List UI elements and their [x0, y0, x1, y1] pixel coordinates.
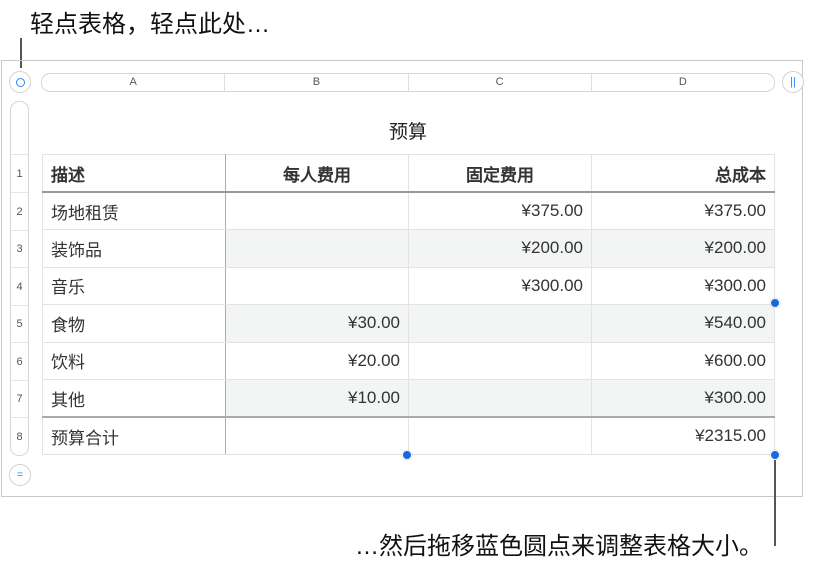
callout-line-top	[20, 38, 22, 68]
table-row: 音乐 ¥300.00 ¥300.00	[42, 266, 775, 305]
cell[interactable]: 预算合计	[42, 416, 226, 455]
column-header-a[interactable]: A	[42, 74, 226, 91]
add-row-handle[interactable]: =	[9, 464, 31, 486]
table-canvas	[1, 60, 803, 497]
cell[interactable]: ¥375.00	[408, 191, 592, 230]
cell[interactable]: 饮料	[42, 341, 226, 380]
callout-line-bottom	[774, 460, 776, 546]
cell[interactable]	[408, 416, 592, 455]
header-cell[interactable]: 总成本	[591, 154, 775, 193]
cell[interactable]: ¥300.00	[591, 266, 775, 305]
column-header-bar[interactable]: A B C D	[41, 73, 775, 92]
row-header-6[interactable]: 6	[11, 342, 28, 380]
callout-top: 轻点表格，轻点此处…	[30, 11, 270, 38]
cell[interactable]: 装饰品	[42, 229, 226, 268]
cell[interactable]	[225, 229, 409, 268]
cell[interactable]	[225, 266, 409, 305]
pause-bars-icon: ||	[790, 76, 796, 88]
callout-bottom: …然后拖移蓝色圆点来调整表格大小。	[355, 533, 763, 560]
cell[interactable]: ¥200.00	[408, 229, 592, 268]
cell[interactable]	[408, 304, 592, 343]
table-row: 饮料 ¥20.00 ¥600.00	[42, 341, 775, 380]
cell[interactable]: ¥300.00	[408, 266, 592, 305]
cell[interactable]	[408, 379, 592, 418]
resize-table-handle[interactable]	[770, 450, 780, 460]
column-header-c[interactable]: C	[409, 74, 592, 91]
header-cell[interactable]: 描述	[42, 154, 226, 193]
cell[interactable]: 场地租赁	[42, 191, 226, 230]
cell[interactable]: ¥300.00	[591, 379, 775, 418]
table-title[interactable]: 预算	[388, 122, 427, 143]
footer-row: 预算合计 ¥2315.00	[42, 416, 775, 455]
cell[interactable]: ¥200.00	[591, 229, 775, 268]
resize-columns-handle[interactable]	[770, 298, 780, 308]
table-row: 场地租赁 ¥375.00 ¥375.00	[42, 191, 775, 230]
column-header-d[interactable]: D	[678, 76, 687, 88]
column-header-b[interactable]: B	[225, 74, 409, 91]
row-header-5[interactable]: 5	[11, 305, 28, 342]
table-row: 食物 ¥30.00 ¥540.00	[42, 304, 775, 343]
cell[interactable]: ¥600.00	[591, 341, 775, 380]
cell[interactable]: ¥375.00	[591, 191, 775, 230]
cell[interactable]: ¥20.00	[225, 341, 409, 380]
budget-table[interactable]: 描述 每人费用 固定费用 总成本 场地租赁 ¥375.00 ¥375.00 装饰品 ¥…	[42, 154, 775, 455]
row-header-4[interactable]: 4	[11, 267, 28, 305]
row-header-3[interactable]: 3	[11, 230, 28, 267]
cell[interactable]: 食物	[42, 304, 226, 343]
circle-icon	[15, 77, 25, 87]
row-header-1[interactable]: 1	[11, 154, 28, 192]
cell[interactable]: ¥540.00	[591, 304, 775, 343]
equals-icon: =	[16, 469, 24, 481]
header-cell[interactable]: 每人费用	[225, 154, 409, 193]
cell[interactable]: ¥10.00	[225, 379, 409, 418]
table-row: 装饰品 ¥200.00 ¥200.00	[42, 229, 775, 268]
select-table-handle[interactable]	[9, 71, 31, 93]
resize-rows-handle[interactable]	[402, 450, 412, 460]
table-row: 其他 ¥10.00 ¥300.00	[42, 379, 775, 418]
row-header-7[interactable]: 7	[11, 380, 28, 417]
cell[interactable]: ¥2315.00	[591, 416, 775, 455]
header-row: 描述 每人费用 固定费用 总成本	[42, 154, 775, 193]
cell[interactable]	[225, 191, 409, 230]
row-header-2[interactable]: 2	[11, 192, 28, 230]
cell[interactable]	[225, 416, 409, 455]
header-cell[interactable]: 固定费用	[408, 154, 592, 193]
row-header-bar[interactable]: 1 2 3 4 5 6 7 8	[10, 101, 29, 456]
cell[interactable]: ¥30.00	[225, 304, 409, 343]
cell[interactable]: 其他	[42, 379, 226, 418]
add-column-handle[interactable]: ||	[782, 71, 804, 93]
row-header-8[interactable]: 8	[11, 417, 28, 455]
cell[interactable]	[408, 341, 592, 380]
cell[interactable]: 音乐	[42, 266, 226, 305]
